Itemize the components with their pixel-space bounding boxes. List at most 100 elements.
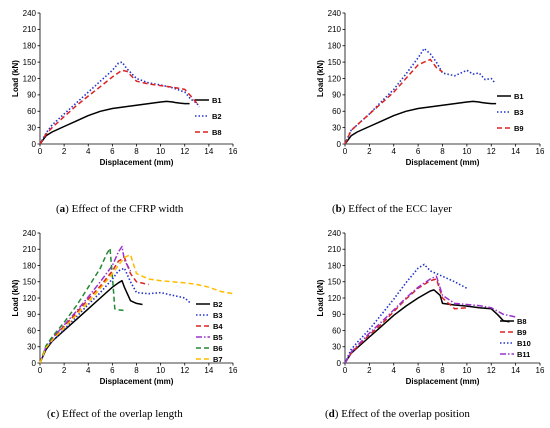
y-tick-label: 210: [23, 245, 37, 254]
legend-label-b5: B5: [213, 333, 223, 342]
series-line-b1: [344, 100, 497, 145]
x-tick-label: 2: [367, 366, 372, 375]
legend-label-b8: B8: [212, 128, 222, 137]
y-tick-label: 30: [27, 343, 36, 352]
y-tick-label: 210: [23, 25, 37, 34]
legend-label-b1: B1: [212, 96, 222, 105]
y-tick-label: 30: [332, 123, 341, 132]
chart-3: 0 30 60 90 120 150 180 210 240 0 2 4 6 8 10 12 14 16 Displ…: [316, 229, 545, 386]
x-tick-label: 10: [462, 147, 471, 156]
x-tick-label: 4: [392, 147, 397, 156]
series-line-b5: [39, 245, 132, 364]
x-tick-label: 14: [204, 147, 213, 156]
chart-0: 0 30 60 90 120 150 180 210 240 0 2 4 6 8 10 12 14 16 Displ…: [11, 9, 238, 167]
x-tick-label: 16: [229, 147, 238, 156]
series-line-b8: [344, 289, 510, 364]
x-tick-label: 16: [536, 147, 545, 156]
x-axis-label: Displacement (mm): [100, 158, 174, 167]
x-tick-label: 6: [416, 147, 421, 156]
series-line-b9: [344, 58, 443, 145]
legend-label-b9: B9: [514, 124, 524, 133]
x-tick-label: 12: [487, 147, 496, 156]
y-tick-label: 90: [332, 91, 341, 100]
y-tick-label: 120: [23, 74, 37, 83]
x-tick-label: 14: [511, 147, 520, 156]
y-tick-label: 240: [23, 229, 37, 238]
caption-b: (b) Effect of the ECC layer: [332, 203, 452, 215]
legend-label-b9: B9: [517, 328, 527, 337]
y-tick-label: 180: [328, 42, 342, 51]
caption-c: (c) Effect of the overlap length: [47, 408, 183, 420]
x-tick-label: 4: [86, 366, 91, 375]
x-tick-label: 0: [343, 366, 348, 375]
y-tick-label: 120: [328, 74, 342, 83]
y-tick-label: 0: [32, 359, 37, 368]
series-line-b2: [39, 61, 200, 145]
y-axis-label: Load (kN): [11, 279, 20, 316]
y-tick-label: 90: [27, 91, 36, 100]
y-tick-label: 0: [337, 359, 342, 368]
y-axis-label: Load (kN): [11, 60, 20, 97]
y-tick-label: 90: [332, 310, 341, 319]
legend-label-b6: B6: [213, 344, 223, 353]
x-axis-label: Displacement (mm): [100, 377, 174, 386]
series-line-b3: [39, 267, 192, 364]
y-tick-label: 150: [328, 58, 342, 67]
y-tick-label: 30: [27, 123, 36, 132]
y-tick-label: 180: [23, 261, 37, 270]
chart-1: 0 30 60 90 120 150 180 210 240 0 2 4 6 8 10 12 14 16 Displ…: [316, 9, 545, 167]
y-tick-label: 240: [328, 229, 342, 238]
caption-a: (a) Effect of the CFRP width: [56, 203, 184, 215]
x-tick-label: 6: [416, 366, 421, 375]
chart-2: 0 30 60 90 120 150 180 210 240 0 2 4 6 8 10 12 14 16 Displ…: [11, 229, 238, 386]
y-tick-label: 210: [328, 25, 342, 34]
x-tick-label: 14: [204, 366, 213, 375]
y-tick-label: 240: [23, 9, 37, 18]
series-line-b10: [344, 263, 468, 364]
y-tick-label: 120: [23, 294, 37, 303]
x-tick-label: 0: [38, 366, 43, 375]
series-line-b2: [39, 279, 143, 364]
legend-label-b11: B11: [517, 350, 530, 359]
y-tick-label: 0: [337, 140, 342, 149]
y-tick-label: 210: [328, 245, 342, 254]
x-tick-label: 0: [38, 147, 43, 156]
x-tick-label: 12: [487, 366, 496, 375]
series-line-b8: [39, 69, 198, 145]
series-line-b7: [39, 253, 234, 364]
legend-label-b3: B3: [514, 108, 524, 117]
series-line-b1: [39, 100, 190, 145]
series-line-b6: [39, 247, 125, 364]
y-tick-label: 150: [23, 278, 37, 287]
x-tick-label: 14: [511, 366, 520, 375]
y-tick-label: 60: [27, 326, 36, 335]
x-tick-label: 8: [134, 147, 139, 156]
x-tick-label: 8: [134, 366, 139, 375]
x-axis-label: Displacement (mm): [406, 158, 480, 167]
x-tick-label: 2: [62, 147, 67, 156]
legend-label-b2: B2: [212, 112, 222, 121]
x-tick-label: 6: [110, 147, 115, 156]
x-tick-label: 0: [343, 147, 348, 156]
x-tick-label: 16: [536, 366, 545, 375]
y-tick-label: 120: [328, 294, 342, 303]
x-tick-label: 2: [367, 147, 372, 156]
x-tick-label: 10: [156, 147, 165, 156]
x-tick-label: 4: [392, 366, 397, 375]
y-axis-label: Load (kN): [316, 60, 325, 97]
series-line-b11: [344, 275, 516, 364]
x-tick-label: 8: [440, 147, 445, 156]
x-tick-label: 10: [462, 366, 471, 375]
legend-label-b3: B3: [213, 311, 223, 320]
x-tick-label: 8: [440, 366, 445, 375]
x-tick-label: 16: [229, 366, 238, 375]
series-line-b9: [344, 278, 467, 364]
x-tick-label: 4: [86, 147, 91, 156]
y-tick-label: 90: [27, 310, 36, 319]
legend-label-b7: B7: [213, 355, 223, 364]
x-tick-label: 12: [180, 366, 189, 375]
y-tick-label: 240: [328, 9, 342, 18]
y-tick-label: 150: [328, 278, 342, 287]
caption-d: (d) Effect of the overlap position: [325, 408, 470, 420]
